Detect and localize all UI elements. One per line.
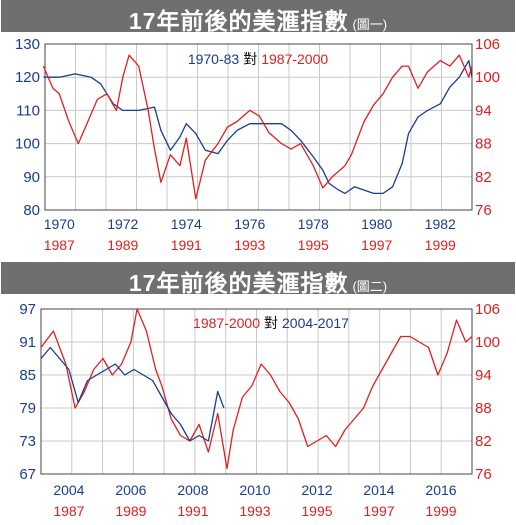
left-axis-tick-label: 110 <box>16 102 40 119</box>
series-line-2004-2017 <box>40 346 225 442</box>
right-axis-tick-label: 94 <box>475 102 492 119</box>
series-line-1970-83 <box>43 59 473 195</box>
chart-title-bar-2: 17年前後的美滙指數 (圖二) <box>1 262 515 296</box>
x-axis-tick-label-top: 2014 <box>363 482 394 498</box>
chart-title-2: 17年前後的美滙指數 <box>128 270 349 296</box>
legend-1: 1970-83 對 1987-2000 <box>188 51 329 67</box>
x-axis-tick-label-bottom: 1993 <box>239 503 270 519</box>
left-axis-tick-label: 91 <box>19 334 36 351</box>
right-axis-tick-label: 88 <box>475 400 492 417</box>
right-axis-tick-label: 100 <box>475 69 500 86</box>
legend-connector: 對 <box>264 315 278 331</box>
x-axis-tick-label-bottom: 1991 <box>171 237 202 253</box>
right-axis-tick-label: 94 <box>475 367 492 384</box>
legend-series-red: 1987-2000 <box>193 315 260 331</box>
plot-frame <box>44 43 473 211</box>
chart-plot-1: 130 120 110 100 90 80 106 100 94 88 82 76 1970 1987 19… <box>15 36 500 253</box>
x-axis-tick-label-bottom: 1995 <box>301 503 332 519</box>
left-axis-tick-label: 130 <box>15 36 40 53</box>
right-axis-tick-label: 106 <box>475 36 500 53</box>
right-axis-tick-label: 82 <box>475 169 492 186</box>
plot-frame <box>40 308 473 475</box>
left-axis-tick-label: 67 <box>19 466 36 483</box>
x-axis-tick-label-top: 2004 <box>53 482 84 498</box>
left-axis-tick-label: 73 <box>19 433 36 450</box>
right-axis-tick-label: 100 <box>475 334 500 351</box>
x-axis-tick-label-top: 2006 <box>115 482 146 498</box>
chart-subtitle-1: (圖一) <box>352 17 388 32</box>
left-axis-tick-label: 80 <box>23 202 40 219</box>
x-axis-tick-label-bottom: 1995 <box>298 237 329 253</box>
x-axis-tick-label-bottom: 1997 <box>363 503 394 519</box>
plot-layer: 130 120 110 100 90 80 106 100 94 88 82 76 1970 1987 19… <box>15 36 500 253</box>
right-axis-tick-label: 106 <box>475 301 500 318</box>
series-line-1987-2000 <box>42 54 473 200</box>
x-axis-tick-label-bottom: 1987 <box>53 503 84 519</box>
x-axis-tick-label-bottom: 1989 <box>107 237 138 253</box>
x-axis-tick-label-top: 1972 <box>107 216 138 232</box>
x-axis-tick-label-top: 2016 <box>425 482 456 498</box>
chart-panel-2: 17年前後的美滙指數 (圖二) 97 91 85 79 73 67 106 100 94 88 82… <box>1 262 515 525</box>
left-axis-tick-label: 97 <box>19 301 36 318</box>
x-axis-tick-label-bottom: 1991 <box>177 503 208 519</box>
x-axis-tick-label-top: 1982 <box>425 216 456 232</box>
x-axis-tick-label-bottom: 1993 <box>234 237 265 253</box>
plot-layer: 97 91 85 79 73 67 106 100 94 88 82 76 2004 1987 2006 19… <box>19 301 500 519</box>
x-axis-tick-label-top: 2012 <box>301 482 332 498</box>
chart-panel-1: 17年前後的美滙指數 (圖一) 130 120 110 100 90 80 106 100 94… <box>1 0 515 262</box>
x-axis-tick-label-top: 2010 <box>239 482 270 498</box>
x-axis-tick-label-bottom: 1999 <box>425 503 456 519</box>
legend-2: 1987-2000 對 2004-2017 <box>193 315 349 331</box>
x-axis-tick-label-top: 1976 <box>234 216 265 232</box>
left-axis-tick-label: 85 <box>19 367 36 384</box>
chart-title-1: 17年前後的美滙指數 <box>128 8 349 34</box>
right-axis-tick-label: 76 <box>475 466 492 483</box>
x-axis-tick-label-top: 1978 <box>298 216 329 232</box>
chart-title-bar-1: 17年前後的美滙指數 (圖一) <box>1 0 515 34</box>
x-axis-tick-label-bottom: 1997 <box>361 237 392 253</box>
x-axis-tick-label-top: 1980 <box>361 216 392 232</box>
x-axis-tick-label-top: 1974 <box>171 216 202 232</box>
right-axis-tick-label: 82 <box>475 433 492 450</box>
x-axis-tick-label-top: 1970 <box>44 216 75 232</box>
x-axis-tick-label-bottom: 1987 <box>44 237 75 253</box>
legend-connector: 對 <box>243 51 257 67</box>
x-axis-tick-label-top: 2008 <box>177 482 208 498</box>
x-axis-tick-label-bottom: 1999 <box>425 237 456 253</box>
chart-plot-2: 97 91 85 79 73 67 106 100 94 88 82 76 2004 1987 2006 19… <box>19 301 500 519</box>
chart-subtitle-2: (圖二) <box>352 279 388 294</box>
legend-series-blue: 2004-2017 <box>282 315 349 331</box>
legend-series-red: 1987-2000 <box>261 51 328 67</box>
left-axis-tick-label: 120 <box>15 69 40 86</box>
left-axis-tick-label: 90 <box>23 169 40 186</box>
legend-series-blue: 1970-83 <box>188 51 240 67</box>
left-axis-tick-label: 79 <box>19 400 36 417</box>
x-axis-tick-label-bottom: 1989 <box>115 503 146 519</box>
right-axis-tick-label: 88 <box>475 136 492 153</box>
left-axis-tick-label: 100 <box>15 136 40 153</box>
right-axis-tick-label: 76 <box>475 202 492 219</box>
series-line-1987-2000 <box>40 308 473 470</box>
